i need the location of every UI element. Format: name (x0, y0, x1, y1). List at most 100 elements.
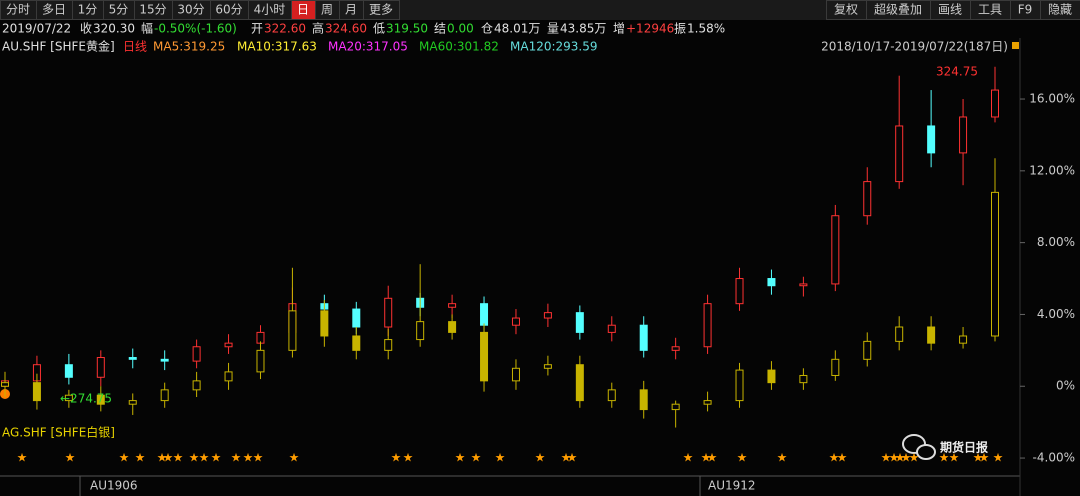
candle-body (991, 191, 999, 337)
event-star: ★ (119, 451, 130, 465)
event-star: ★ (777, 451, 788, 465)
info-value: 322.60 (264, 22, 306, 36)
event-star: ★ (157, 451, 168, 465)
event-star: ★ (949, 451, 960, 465)
toolbar-label: 5分 (109, 3, 129, 17)
toolbar-label: 月 (345, 3, 357, 17)
toolbar-label: 15分 (139, 3, 166, 17)
candle-body (735, 369, 744, 402)
toolbar-label: 日 (297, 3, 309, 17)
candle-body (831, 215, 840, 285)
candle-body (384, 297, 393, 328)
toolbar-label: 60分 (215, 3, 242, 17)
toolbar-label: 多日 (42, 3, 66, 17)
event-star: ★ (173, 451, 184, 465)
event-star: ★ (535, 451, 546, 465)
event-star: ★ (979, 451, 990, 465)
series-name: AG.SHF [SHFE白银] (2, 425, 115, 440)
event-star: ★ (391, 451, 402, 465)
candle-body (511, 317, 520, 326)
info-value: +12946 (626, 22, 674, 36)
toolbar-label: 分时 (6, 3, 30, 17)
candle-body (607, 389, 616, 402)
info-label: 高 (312, 21, 324, 36)
candle-body (607, 324, 616, 333)
toolbar-label: 复权 (834, 3, 858, 17)
event-star: ★ (683, 451, 694, 465)
event-star: ★ (707, 451, 718, 465)
candle-body (767, 278, 776, 287)
info-label: 收 (80, 22, 92, 36)
event-star: ★ (737, 451, 748, 465)
candle-body (352, 308, 361, 328)
candle-body (160, 389, 169, 402)
candle-body (352, 335, 361, 351)
ma-label: MA60:301.82 (419, 40, 499, 54)
info-label: 增 (613, 22, 625, 36)
candle-body (543, 312, 552, 319)
candle-body (671, 403, 680, 411)
event-star: ★ (895, 451, 906, 465)
y-tick-label: 16.00% (1029, 92, 1075, 106)
event-star: ★ (455, 451, 466, 465)
candle-body (416, 321, 425, 341)
event-star: ★ (701, 451, 712, 465)
info-value: 43.85万 (560, 22, 606, 36)
candle-body (160, 358, 169, 362)
event-star: ★ (901, 451, 912, 465)
info-value: 0.00 (447, 22, 474, 36)
candle-body (224, 371, 233, 382)
event-star: ★ (17, 451, 28, 465)
watermark: 期货日报 (940, 440, 988, 455)
event-star: ★ (993, 451, 1004, 465)
candle-body (575, 364, 584, 402)
info-value: 1.58% (687, 22, 725, 36)
series-name: AU.SHF [SHFE黄金] (2, 39, 115, 54)
event-star: ★ (561, 451, 572, 465)
info-label: 低 (373, 22, 385, 36)
info-label: 结 (434, 22, 446, 36)
event-star: ★ (837, 451, 848, 465)
date-range: 2018/10/17-2019/07/22(187日) (821, 40, 1008, 54)
event-star: ★ (909, 451, 920, 465)
event-star: ★ (65, 451, 76, 465)
y-tick-label: 12.00% (1029, 163, 1075, 177)
candle-body (831, 358, 840, 376)
toolbar-label: 1分 (78, 3, 98, 17)
event-star: ★ (243, 451, 254, 465)
event-star: ★ (889, 451, 900, 465)
info-value: 319.50 (386, 22, 428, 36)
candle-body (448, 321, 457, 333)
toolbar-button[interactable] (826, 0, 867, 20)
info-label: 振 (674, 22, 686, 36)
event-star: ★ (567, 451, 578, 465)
candle-body (320, 310, 329, 337)
info-label: 量 (547, 22, 559, 36)
info-label: 幅 (141, 21, 153, 36)
candle-body (703, 303, 712, 348)
candle-body (96, 394, 105, 405)
candle-body (224, 342, 233, 348)
candle-body (128, 400, 137, 405)
candle-body (735, 278, 744, 305)
event-star: ★ (199, 451, 210, 465)
candle-body (959, 335, 968, 344)
candle-body (927, 125, 936, 154)
event-star: ★ (253, 451, 264, 465)
info-label: 开 (251, 22, 263, 36)
candle-body (256, 349, 265, 373)
event-star: ★ (189, 451, 200, 465)
ma-label: MA20:317.05 (328, 40, 408, 54)
toolbar-button[interactable] (363, 0, 400, 20)
event-star: ★ (495, 451, 506, 465)
y-tick-label: 0% (1056, 379, 1075, 393)
candle-body (543, 364, 552, 369)
candle-body (480, 303, 489, 326)
info-value: 48.01万 (494, 22, 540, 36)
ma-label: MA10:317.63 (237, 40, 317, 54)
candle-body (288, 310, 297, 351)
candle-body (863, 340, 872, 360)
candle-body (64, 394, 73, 402)
